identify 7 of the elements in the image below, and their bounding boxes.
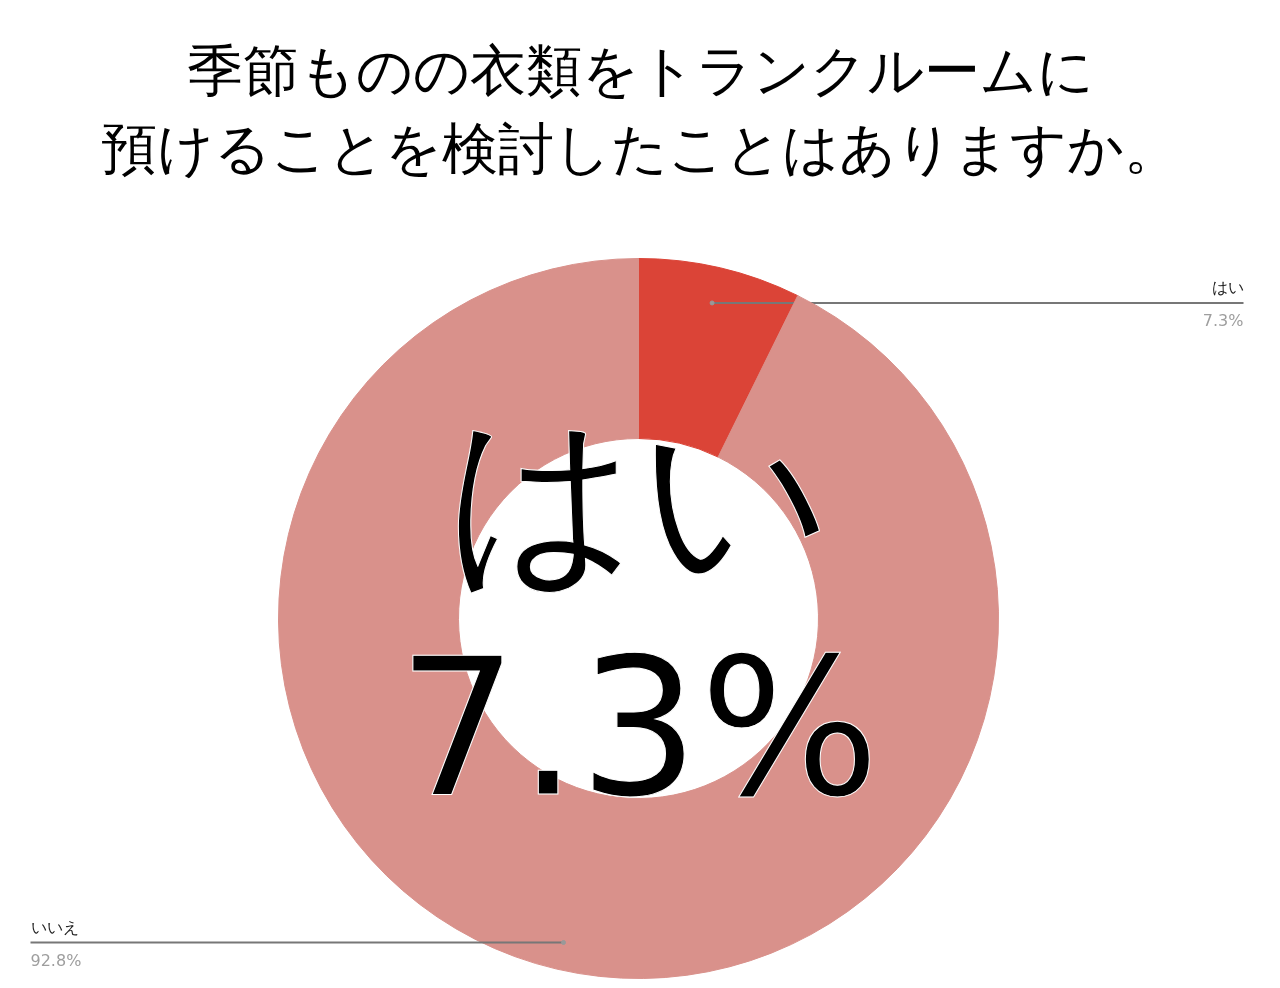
chart-title: 季節ものの衣類をトランクルームに預けることを検討したことはありますか。: [101, 38, 1180, 181]
slice-label: いいえ: [30, 917, 79, 937]
data-label: 7.3%: [1202, 310, 1244, 330]
text: はい: [444, 388, 833, 609]
data-label: 92.8%: [30, 950, 82, 970]
slice-label: はい: [1211, 277, 1244, 297]
text: 7.3%: [397, 618, 880, 839]
